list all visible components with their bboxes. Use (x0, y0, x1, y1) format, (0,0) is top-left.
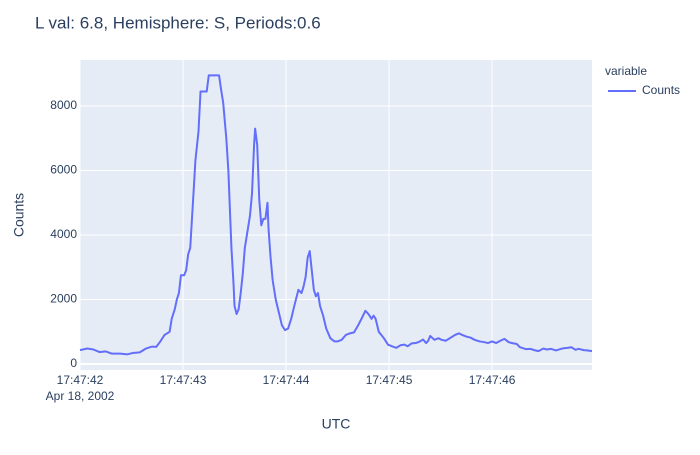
x-tick-label: 17:47:43 (160, 373, 207, 387)
grid (79, 60, 592, 370)
x-tick-label: 17:47:42 (57, 373, 104, 387)
x-date-label: Apr 18, 2002 (46, 389, 115, 403)
legend-title: variable (605, 64, 647, 78)
y-axis-title: Counts (11, 193, 27, 237)
x-axis-title: UTC (322, 416, 351, 432)
chart-title: L val: 6.8, Hemisphere: S, Periods:0.6 (35, 13, 321, 32)
x-tick-label: 17:47:46 (469, 373, 516, 387)
plot-area (80, 60, 592, 370)
y-tick-label: 2000 (50, 292, 77, 306)
y-tick-label: 0 (70, 356, 77, 370)
data-line (79, 74, 593, 356)
y-tick-label: 6000 (50, 163, 77, 177)
legend-label: Counts (642, 83, 680, 97)
x-tick-label: 17:47:44 (263, 373, 310, 387)
x-tick-label: 17:47:45 (366, 373, 413, 387)
y-tick-label: 8000 (50, 98, 77, 112)
y-tick-label: 4000 (50, 227, 77, 241)
